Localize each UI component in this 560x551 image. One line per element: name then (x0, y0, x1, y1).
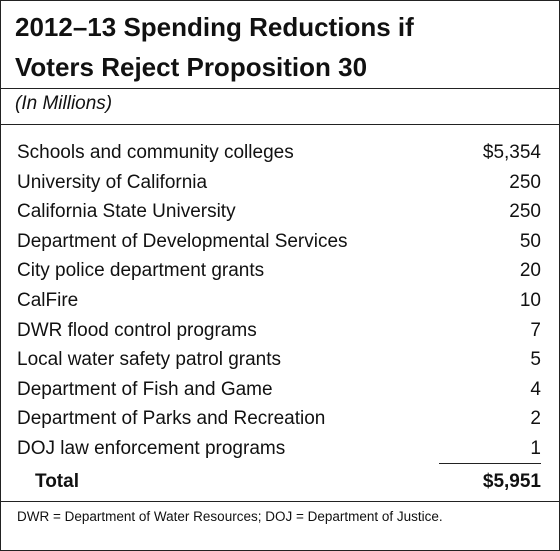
total-row: Total $5,951 (17, 471, 541, 495)
row-label: Department of Developmental Services (17, 230, 348, 252)
row-amount: 2 (530, 408, 541, 430)
row-amount: 20 (519, 260, 541, 282)
divider (1, 501, 559, 502)
row-label: DOJ law enforcement programs (17, 438, 286, 459)
row-label: DWR flood control programs (17, 319, 257, 341)
row-amount: 50 (519, 230, 541, 252)
row-amount: 1 (530, 438, 541, 459)
table-row: Department of Developmental Services 50 (17, 231, 541, 255)
row-label: Department of Fish and Game (17, 378, 273, 400)
table-row: CalFire 10 (17, 290, 541, 314)
row-label: Schools and community colleges (17, 142, 294, 163)
row-label: California State University (17, 201, 236, 223)
divider (1, 88, 559, 89)
row-label: University of California (17, 171, 208, 193)
row-amount: 10 (519, 290, 541, 311)
table-row: DWR flood control programs 7 (17, 320, 541, 344)
table-row: Department of Parks and Recreation 2 (17, 408, 541, 432)
table-row: Department of Fish and Game 4 (17, 379, 541, 403)
table-row: DOJ law enforcement programs 1 (17, 438, 541, 462)
row-label: Total (35, 471, 79, 492)
table-row: City police department grants 20 (17, 260, 541, 284)
row-label: CalFire (17, 290, 79, 311)
divider (1, 124, 559, 125)
row-label: Department of Parks and Recreation (17, 408, 326, 430)
row-amount: 5 (530, 349, 541, 371)
table-row: University of California 250 (17, 172, 541, 196)
row-amount: 250 (509, 171, 541, 193)
row-amount: 250 (509, 201, 541, 223)
title: 2012–13 Spending Reductions if Voters Re… (15, 7, 414, 87)
table-row: Schools and community colleges $5,354 (17, 142, 541, 166)
row-amount: 4 (530, 378, 541, 400)
sum-rule (439, 463, 541, 464)
row-amount: $5,354 (482, 142, 541, 163)
footnote: DWR = Department of Water Resources; DOJ… (17, 509, 443, 524)
row-amount: $5,951 (482, 471, 541, 492)
row-label: City police department grants (17, 260, 265, 282)
table-row: California State University 250 (17, 201, 541, 225)
title-line: Voters Reject Proposition 30 (15, 52, 368, 82)
table-row: Local water safety patrol grants 5 (17, 349, 541, 373)
title-line: 2012–13 Spending Reductions if (15, 12, 414, 42)
row-amount: 7 (530, 319, 541, 341)
subtitle: (In Millions) (15, 93, 113, 114)
row-label: Local water safety patrol grants (17, 349, 282, 371)
